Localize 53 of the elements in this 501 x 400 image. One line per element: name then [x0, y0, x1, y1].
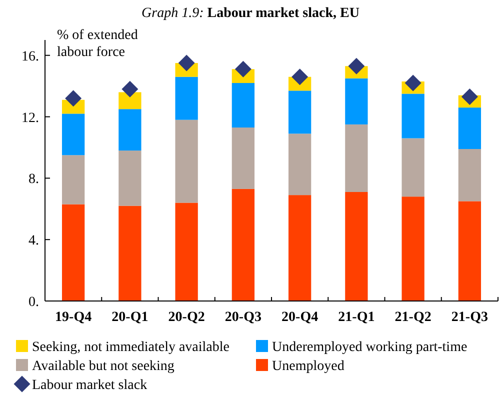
bar: [345, 192, 368, 301]
bar: [118, 150, 142, 206]
legend-label: Underemployed working part-time: [272, 340, 468, 355]
chart-title: Graph 1.9: Labour market slack, EU: [142, 6, 360, 21]
x-tick-label: 19-Q4: [55, 310, 92, 325]
bar: [458, 201, 482, 301]
x-tick-label: 21-Q1: [338, 310, 375, 325]
point: [234, 60, 252, 78]
bar: [175, 76, 198, 120]
legend-label: Unemployed: [272, 359, 344, 374]
bar: [232, 82, 255, 128]
bar: [458, 149, 482, 202]
bar: [345, 78, 368, 124]
bar: [175, 120, 198, 203]
x-tick-label: 20-Q3: [224, 310, 262, 325]
point: [178, 54, 195, 72]
x-tick-label: 20-Q4: [282, 310, 318, 325]
bar: [345, 124, 368, 192]
point: [292, 68, 308, 86]
legend-label: Labour market slack: [32, 378, 148, 393]
y-tick-label: 16.: [22, 49, 39, 64]
point: [461, 88, 478, 106]
bar: [62, 114, 85, 156]
bar: [62, 155, 85, 204]
legend-label: Seeking, not immediately available: [32, 340, 230, 355]
y-tick-label: 8.: [28, 172, 39, 188]
y-tick-label: 12.: [22, 110, 39, 126]
bar: [402, 138, 424, 197]
bar: [175, 202, 198, 301]
point: [348, 58, 365, 74]
bar: [232, 188, 255, 301]
point: [65, 90, 82, 107]
bar: [118, 92, 142, 110]
x-tick-label: 21-Q3: [451, 310, 488, 325]
bar: [402, 196, 424, 301]
bar: [62, 204, 85, 301]
x-tick-label: 21-Q2: [394, 310, 432, 325]
bar: [232, 128, 255, 189]
bar: [118, 109, 142, 151]
y-tick-label: 0.: [28, 295, 39, 310]
x-tick-label: 20-Q1: [112, 310, 148, 325]
legend-label: Available but not seeking: [32, 359, 174, 374]
bar: [288, 90, 312, 134]
bar: [288, 134, 312, 196]
y-tick-label: 4.: [28, 234, 39, 249]
bar: [402, 94, 424, 138]
point: [122, 80, 138, 98]
bar: [288, 195, 312, 301]
bar: [458, 108, 482, 150]
bar: [118, 206, 142, 301]
point: [404, 74, 422, 92]
y-axis-title: % of extended labour force: [57, 28, 138, 60]
x-tick-label: 20-Q2: [168, 310, 205, 325]
